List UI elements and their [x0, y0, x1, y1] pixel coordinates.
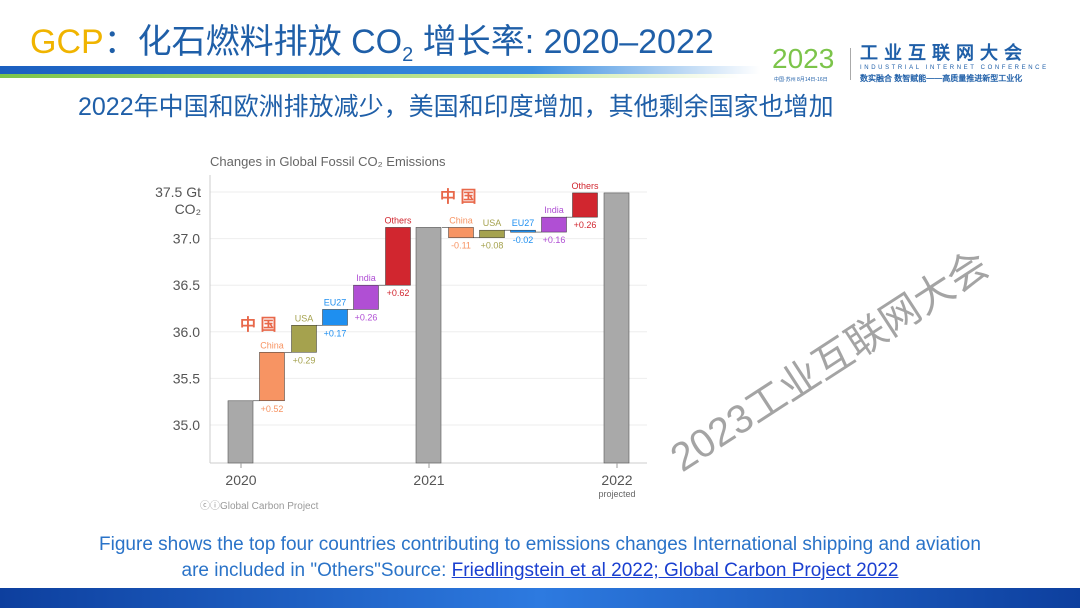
bar-name-label: China — [449, 215, 473, 225]
logo-name-en: INDUSTRIAL INTERNET CONFERENCE — [860, 65, 1049, 71]
logo-slogan: 数实融合 数智赋能——高质量推进新型工业化 — [860, 74, 1023, 83]
change-bar-india — [541, 216, 567, 233]
bar-value-label: +0.08 — [481, 241, 504, 251]
x-tick-label: 2020 — [225, 472, 256, 488]
bar-value-label: -0.11 — [451, 241, 471, 251]
conference-logo: 2023 中国·苏州 8月14日-16日 工业互联网大会 INDUSTRIAL … — [772, 44, 1072, 86]
title-main: ：化石燃料排放 CO — [103, 23, 403, 61]
title-prefix: GCP — [30, 23, 104, 61]
y-tick-label: 35.5 — [173, 370, 200, 386]
bar-name-label: USA — [483, 218, 502, 228]
logo-year: 2023 — [772, 43, 835, 74]
bar-value-label: -0.02 — [513, 235, 534, 245]
source-link[interactable]: Friedlingstein et al 2022; Global Carbon… — [451, 560, 899, 581]
y-tick-label: 36.0 — [173, 324, 200, 340]
bar-value-label: +0.26 — [355, 312, 378, 322]
header-green-bar — [0, 74, 740, 78]
logo-name-cn: 工业互联网大会 — [860, 43, 1028, 63]
total-bar-2020 — [227, 400, 254, 464]
x-tick-label: 2022 — [601, 472, 632, 488]
y-tick-label: 37.0 — [173, 231, 200, 247]
bar-name-label: USA — [295, 313, 314, 323]
bar-name-label: India — [544, 205, 564, 215]
slide-title: GCP：化石燃料排放 CO2 增长率: 2020–2022 — [30, 22, 714, 65]
bar-name-label: EU27 — [512, 218, 535, 228]
bar-value-label: +0.16 — [543, 235, 566, 245]
annotation-china: 中 国 — [440, 187, 476, 206]
change-bar-eu27 — [322, 309, 348, 326]
x-tick-note: projected — [598, 489, 635, 499]
x-tick-label: 2021 — [413, 472, 444, 488]
bar-value-label: +0.52 — [261, 404, 284, 414]
change-bar-others — [385, 227, 411, 286]
slide-subtitle: 2022年中国和欧洲排放减少，美国和印度增加，其他剩余国家也增加 — [78, 93, 834, 121]
total-bar-2022 — [603, 192, 630, 464]
bar-value-label: +0.29 — [293, 355, 316, 365]
change-bar-china — [259, 352, 285, 402]
change-bar-india — [353, 284, 379, 310]
y-tick-label: 36.5 — [173, 277, 200, 293]
y-tick-label: 37.5 Gt — [155, 184, 201, 200]
total-bar-2021 — [415, 227, 442, 464]
annotation-china: 中 国 — [240, 315, 276, 334]
credit-text: ⓒⓘGlobal Carbon Project — [200, 500, 319, 512]
caption-prefix: are included in "Others"Source: — [181, 560, 452, 581]
change-bar-usa — [291, 325, 317, 353]
y-tick-label: 35.0 — [173, 417, 200, 433]
title-suffix: 增长率: 2020–2022 — [413, 23, 714, 61]
change-bar-china — [448, 227, 474, 238]
bar-value-label: +0.17 — [324, 328, 347, 338]
footer-band — [0, 588, 1080, 608]
bar-value-label: +0.62 — [387, 288, 410, 298]
change-bar-usa — [479, 229, 505, 238]
bar-name-label: Others — [384, 215, 412, 225]
logo-date: 中国·苏州 8月14日-16日 — [774, 77, 828, 83]
bar-name-label: India — [356, 273, 376, 283]
bar-name-label: Others — [571, 181, 599, 191]
header-blue-bar — [0, 66, 760, 74]
change-bar-others — [572, 192, 598, 218]
bar-value-label: +0.26 — [574, 220, 597, 230]
change-bar-eu27 — [510, 229, 536, 233]
bar-name-label: China — [260, 340, 284, 350]
caption-line-1: Figure shows the top four countries cont… — [99, 534, 981, 555]
chart-title: Changes in Global Fossil CO₂ Emissions — [210, 154, 446, 169]
y-axis-unit: CO₂ — [175, 201, 201, 217]
caption-line-2: are included in "Others"Source: Friedlin… — [0, 560, 1080, 582]
logo-divider — [850, 48, 851, 80]
title-subscript: 2 — [402, 43, 414, 66]
bar-name-label: EU27 — [324, 297, 347, 307]
